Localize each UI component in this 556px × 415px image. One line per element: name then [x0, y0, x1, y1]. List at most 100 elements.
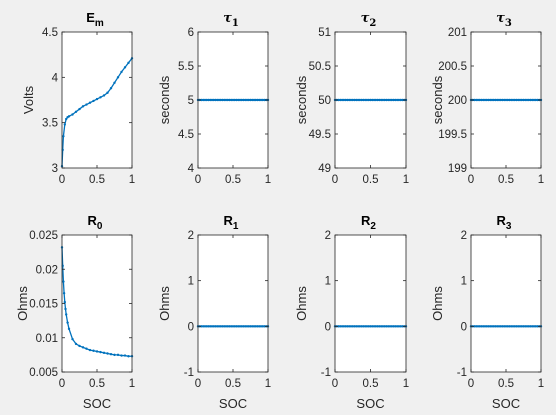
subplot-title: R3 [497, 213, 512, 232]
x-tick-label: 1 [129, 378, 135, 390]
y-tick-label: 3.5 [42, 118, 58, 130]
data-point [355, 98, 358, 102]
x-axis-label: SOC [356, 396, 384, 411]
y-tick-label: 0.015 [29, 299, 58, 311]
data-point [485, 98, 488, 102]
title-symbol: R [224, 213, 234, 228]
title-subscript: 1 [232, 18, 239, 29]
data-point [233, 325, 236, 328]
data-point [63, 123, 66, 126]
data-point [233, 98, 236, 102]
data-point [520, 98, 523, 102]
y-tick-label: 4.5 [42, 27, 58, 39]
data-point [473, 325, 476, 328]
title-subscript: m [95, 18, 104, 29]
data-point [346, 325, 349, 328]
x-tick-label: 0.5 [498, 378, 514, 390]
data-point [362, 325, 365, 328]
data-point [237, 98, 240, 102]
data-point [261, 98, 264, 102]
x-tick-label: 0 [332, 378, 338, 390]
data-point [99, 350, 102, 354]
x-tick-label: 0 [468, 378, 474, 390]
data-point [358, 98, 362, 102]
data-point [245, 325, 249, 328]
data-point [339, 98, 342, 102]
y-tick-label: 6 [188, 27, 194, 39]
data-point [346, 98, 349, 102]
data-point [490, 325, 494, 328]
y-tick-label: 199.5 [438, 129, 467, 141]
data-point [231, 325, 235, 328]
data-point [527, 98, 530, 102]
data-point [365, 325, 369, 328]
data-point [263, 98, 266, 102]
data-point [394, 325, 397, 328]
data-point [344, 325, 347, 328]
data-point [483, 98, 487, 102]
data-point [210, 98, 214, 102]
x-tick-label: 0.5 [89, 378, 105, 390]
data-point [342, 325, 346, 328]
data-point [88, 348, 92, 352]
data-point [383, 98, 386, 102]
data-point [358, 325, 362, 328]
data-point [81, 346, 85, 349]
data-point [374, 98, 378, 102]
y-tick-label: 201 [448, 27, 467, 39]
data-point [92, 349, 95, 352]
data-point [367, 325, 370, 328]
data-point [383, 325, 386, 328]
data-point [392, 325, 395, 328]
y-tick-label: 0.005 [29, 367, 58, 379]
data-point [240, 325, 243, 328]
title-subscript: 1 [233, 221, 239, 232]
data-point [209, 325, 212, 328]
data-point [369, 325, 372, 328]
data-point [531, 325, 534, 328]
data-point [238, 325, 242, 328]
data-point [365, 98, 369, 102]
data-point [501, 325, 504, 328]
data-point [376, 325, 379, 328]
data-point [251, 325, 254, 328]
data-point [244, 98, 247, 102]
subplot-title: τ1 [223, 11, 239, 29]
data-point [247, 325, 250, 328]
data-point [525, 98, 529, 102]
x-tick-label: 0 [332, 174, 338, 186]
data-point [478, 98, 481, 102]
data-point [494, 98, 497, 102]
title-subscript: 3 [506, 221, 512, 232]
data-point [520, 325, 523, 328]
data-point [390, 98, 393, 102]
y-tick-label: 50.5 [309, 61, 331, 73]
data-point [254, 98, 257, 102]
data-point [237, 325, 240, 328]
data-point [489, 98, 492, 102]
data-point [480, 325, 483, 328]
data-point [224, 325, 228, 328]
data-point [109, 87, 113, 90]
data-point [127, 61, 130, 65]
x-tick-label: 0.5 [225, 174, 241, 186]
data-point [349, 325, 353, 328]
data-point [113, 353, 116, 357]
data-point [254, 325, 257, 328]
subplot-title: R2 [361, 213, 376, 232]
data-point [371, 325, 374, 328]
title-symbol: R [497, 213, 507, 228]
y-tick-label: 1 [461, 276, 467, 288]
data-point [360, 98, 363, 102]
data-point [240, 98, 243, 102]
data-point [214, 325, 217, 328]
y-tick-label: 0.02 [36, 264, 58, 276]
x-tick-label: 0 [59, 378, 65, 390]
data-point [401, 98, 404, 102]
data-point [524, 325, 527, 328]
data-point [490, 98, 494, 102]
data-point [482, 98, 485, 102]
data-point [340, 98, 344, 102]
data-point [221, 325, 224, 328]
